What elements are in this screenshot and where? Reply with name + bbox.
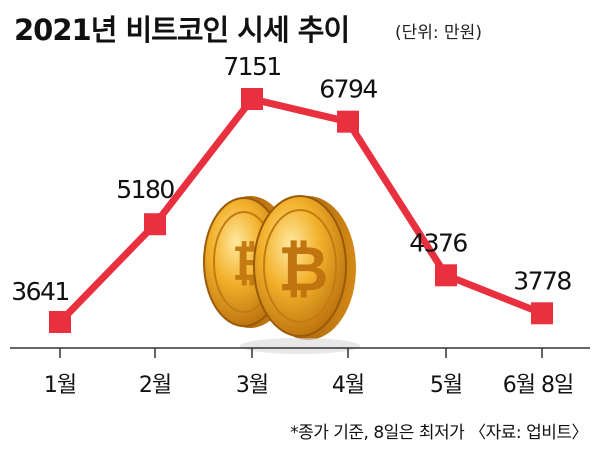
price-series-line: [57, 95, 544, 325]
x-axis-tick-label: 6월 8일: [503, 373, 573, 398]
data-point-marker: [241, 88, 263, 110]
data-point-marker: [49, 311, 71, 333]
x-axis-tick-label: 2월: [139, 373, 171, 398]
data-value-label: 7151: [223, 52, 281, 81]
x-axis-ticks: [59, 348, 543, 358]
price-markers: [49, 88, 553, 333]
x-axis-tick-label: 5월: [430, 373, 462, 398]
footnote: *종가 기준, 8일은 최저가 〈자료: 업비트〉: [290, 423, 588, 443]
data-value-label: 3778: [513, 266, 571, 295]
data-point-marker: [435, 264, 457, 287]
bitcoin-coins-icon: ₿ ₿: [203, 195, 360, 354]
data-point-marker: [337, 110, 359, 133]
data-value-label: 4376: [409, 228, 467, 257]
data-point-marker: [531, 302, 553, 325]
data-value-label: 6794: [319, 75, 377, 104]
data-point-marker: [144, 213, 166, 236]
price-value-labels: 3641 5180 7151 6794 4376 3778: [11, 52, 573, 306]
x-axis-tick-label: 3월: [236, 373, 268, 398]
data-value-label: 5180: [116, 175, 174, 204]
x-axis-tick-labels: 1월 2월 3월 4월 5월 6월 8일: [44, 373, 574, 398]
chart-title: 2021년 비트코인 시세 추이: [14, 13, 349, 47]
svg-text:₿: ₿: [278, 232, 329, 305]
chart-unit: (단위: 만원): [395, 23, 482, 43]
x-axis-tick-label: 4월: [332, 373, 364, 398]
data-value-label: 3641: [11, 277, 69, 306]
x-axis-tick-label: 1월: [44, 373, 76, 398]
